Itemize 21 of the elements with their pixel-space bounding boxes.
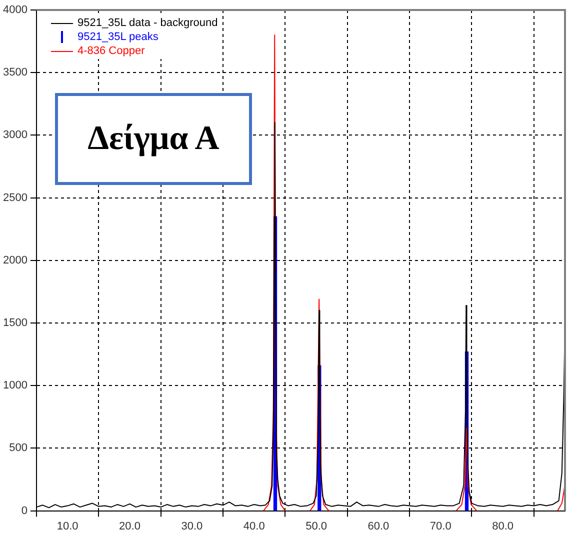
annotation: Δείγμα Α: [55, 93, 252, 185]
x-tick-label: 60.0: [368, 520, 390, 532]
y-tick-label: 1000: [2, 380, 28, 392]
x-tick-label: 20.0: [119, 520, 140, 532]
y-tick-label: 3500: [2, 66, 28, 79]
legend-label: 9521_35L peaks: [77, 30, 158, 44]
legend-label: 9521_35L data - background: [77, 16, 218, 30]
y-tick-label: 1500: [2, 317, 28, 330]
x-tick-label: 40.0: [243, 520, 265, 532]
x-tick-label: 50.0: [306, 520, 327, 532]
legend-label: 4-836 Copper: [77, 44, 145, 58]
x-tick-label: 10.0: [56, 520, 78, 532]
y-tick-label: 2000: [2, 254, 28, 266]
y-tick-label: 2500: [2, 192, 28, 204]
y-tick-label: 4000: [2, 4, 28, 16]
y-tick-label: 0: [21, 504, 28, 517]
y-tick-label: 500: [9, 442, 28, 454]
x-tick-label: 30.0: [181, 520, 203, 532]
x-tick-label: 70.0: [430, 520, 452, 532]
y-tick-label: 3000: [2, 129, 28, 142]
x-tick-label: 80.0: [492, 520, 514, 532]
